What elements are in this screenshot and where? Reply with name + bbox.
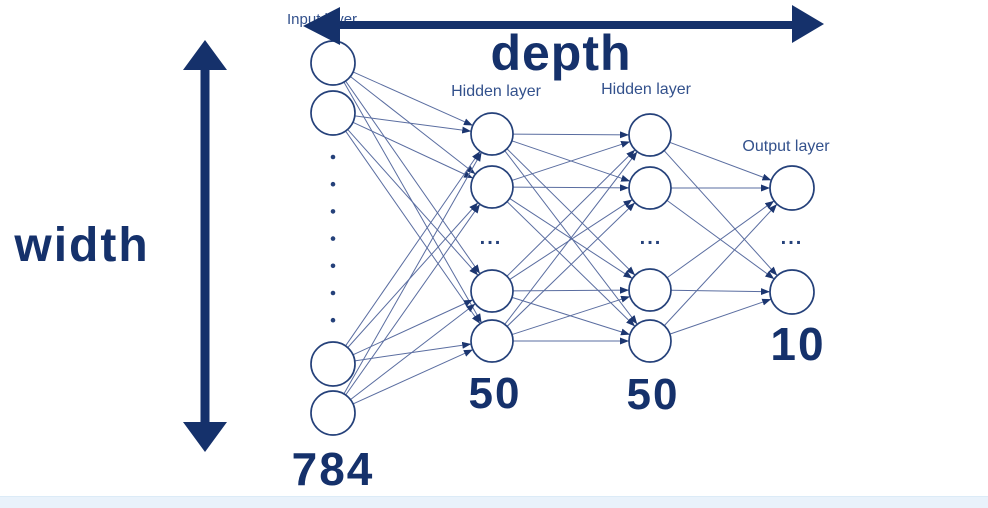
ellipsis-dot (330, 209, 336, 214)
neuron-node-layer-1 (470, 165, 514, 209)
edge (512, 131, 630, 139)
edge (506, 202, 636, 327)
hidden-layer-2-ellipsis: ... (639, 227, 663, 249)
edge (345, 150, 481, 347)
edge (347, 129, 479, 276)
output-layer-ellipsis: ... (780, 227, 804, 249)
edge (352, 71, 474, 126)
edge (345, 130, 481, 325)
width-arrow (183, 40, 227, 452)
neuron-node-layer-2 (628, 268, 672, 312)
edge (345, 203, 481, 396)
hidden-layer-2-label: Hidden layer (601, 81, 691, 98)
edge (669, 141, 772, 181)
neuron-node-layer-3 (769, 269, 815, 315)
edge (663, 150, 778, 277)
ellipsis-dot (330, 181, 336, 187)
neuron-node-layer-1 (470, 112, 514, 156)
edge (663, 203, 778, 326)
neuron-node-layer-2 (628, 113, 672, 157)
depth-arrow (303, 5, 824, 45)
edge (352, 121, 474, 179)
neuron-node-layer-2 (628, 319, 672, 363)
hidden-layer-1-ellipsis: ... (479, 227, 503, 249)
edge (347, 202, 479, 348)
edge (511, 141, 631, 181)
edges-group (343, 71, 778, 405)
ellipsis-dot (330, 263, 336, 269)
edge (352, 349, 474, 405)
neuron-node-layer-0 (310, 40, 356, 86)
depth-annotation: depth (490, 25, 632, 81)
width-annotation: width (14, 219, 150, 272)
edge (666, 200, 775, 279)
ellipsis-dot (330, 236, 336, 241)
hidden-layer-2-size: 50 (626, 370, 680, 419)
edge (511, 295, 631, 336)
edge (350, 76, 476, 175)
neuron-node-layer-1 (470, 269, 514, 313)
ellipsis-dot (330, 290, 336, 296)
output-layer-label: Output layer (742, 138, 830, 155)
neuron-node-layer-3 (769, 165, 815, 211)
edge (504, 151, 638, 325)
edge (354, 115, 472, 134)
edge (350, 303, 476, 401)
output-layer-size: 10 (770, 318, 826, 370)
neuron-node-layer-1 (470, 319, 514, 363)
neuron-node-layer-2 (628, 166, 672, 210)
ellipsis-dot (330, 317, 336, 323)
nodes-group (310, 40, 815, 436)
input-layer-size: 784 (291, 443, 375, 495)
neuron-node-layer-0 (310, 90, 356, 136)
edge (354, 341, 472, 362)
input-ellipsis-dots (330, 154, 336, 323)
edge (512, 286, 630, 294)
edge (343, 151, 483, 395)
ellipsis-dot (330, 154, 336, 160)
edge (352, 299, 474, 356)
edge (670, 288, 771, 296)
edge (506, 148, 636, 276)
neuron-node-layer-0 (310, 390, 356, 436)
edge (506, 149, 636, 277)
bottom-band (0, 496, 988, 508)
edge (512, 184, 630, 192)
neuron-node-layer-0 (310, 341, 356, 387)
hidden-layer-1-label: Hidden layer (451, 83, 541, 100)
edge (669, 298, 772, 335)
hidden-layer-1-size: 50 (468, 369, 522, 418)
edge (345, 80, 481, 275)
edge (509, 199, 633, 280)
